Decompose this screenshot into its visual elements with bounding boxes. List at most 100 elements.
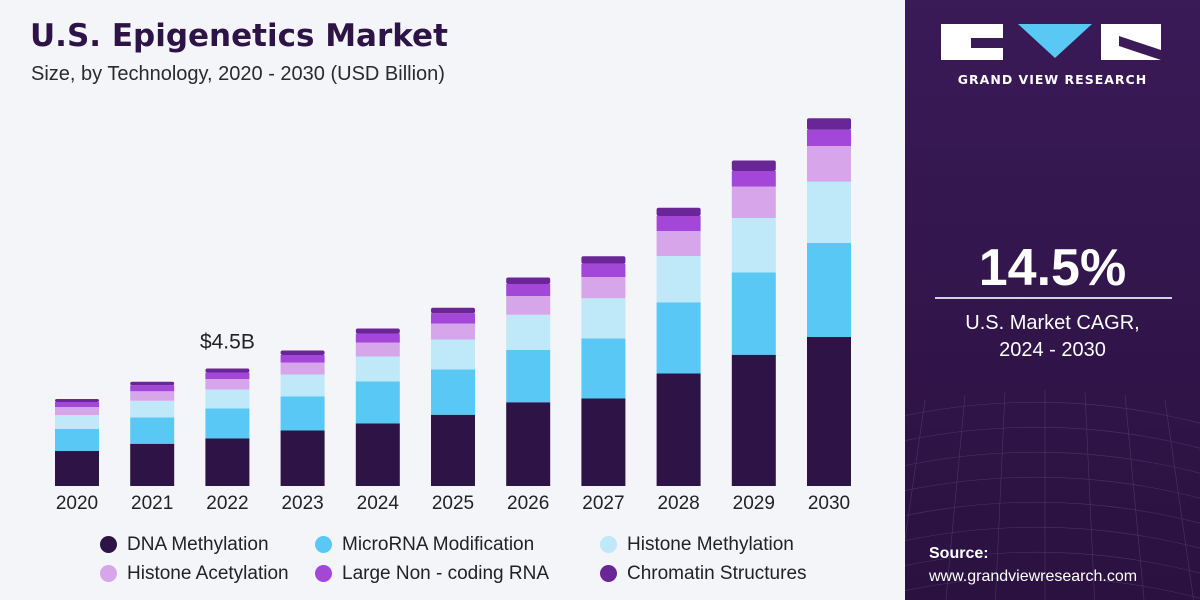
bar-dna-methylation-2027	[581, 398, 626, 486]
legend-swatch-icon	[100, 565, 117, 582]
x-tick-label-2021: 2021	[131, 493, 173, 514]
bar-large-non-coding-rna-2022	[205, 372, 250, 379]
bar-dna-methylation-2024	[355, 423, 400, 486]
bar-histone-acetylation-2025	[431, 323, 475, 340]
source-link[interactable]: www.grandviewresearch.com	[929, 568, 1138, 585]
bar-large-non-coding-rna-2025	[431, 313, 475, 324]
bar-microrna-modification-2024	[355, 381, 400, 424]
brand-name: GRAND VIEW RESEARCH	[957, 72, 1148, 87]
bar-microrna-modification-2025	[431, 369, 475, 415]
bar-large-non-coding-rna-2028	[656, 216, 701, 231]
bar-histone-acetylation-2026	[506, 296, 551, 315]
bar-dna-methylation-2021	[130, 443, 175, 486]
legend-label: Large Non - coding RNA	[342, 562, 549, 584]
x-tick-label-2022: 2022	[206, 493, 248, 514]
stacked-bar-chart: 2020 2021 2022 2023 2024 2025 2026 2027 2028 2029…	[55, 118, 851, 514]
bar-large-non-coding-rna-2021	[130, 385, 175, 392]
bar-histone-methylation-2024	[355, 356, 400, 382]
source-title: Source:	[929, 545, 989, 562]
bar-histone-acetylation-2024	[355, 342, 400, 357]
bar-histone-acetylation-2022	[205, 379, 250, 390]
bar-large-non-coding-rna-2026	[506, 284, 551, 296]
x-tick-label-2020: 2020	[56, 493, 98, 514]
bar-chromatin-structures-2021	[130, 381, 175, 386]
x-tick-label-2025: 2025	[432, 493, 474, 514]
legend-label: MicroRNA Modification	[342, 533, 535, 555]
cagr-label-line-1: U.S. Market CAGR,	[965, 312, 1140, 334]
bar-chromatin-structures-2028	[656, 207, 701, 216]
legend-swatch-icon	[315, 565, 332, 582]
bar-microrna-modification-2029	[731, 272, 776, 355]
legend-item-histone-acetylation: Histone Acetylation	[100, 562, 315, 585]
bar-histone-methylation-2028	[656, 256, 701, 303]
legend-item-microrna-modification: MicroRNA Modification	[315, 533, 600, 556]
cagr-label: U.S. Market CAGR, 2024 - 2030	[905, 310, 1200, 364]
bar-microrna-modification-2021	[130, 417, 175, 444]
sidebar-panel: GRAND VIEW RESEARCH 14.5% U.S. Market CA…	[905, 0, 1200, 600]
legend-item-histone-methylation: Histone Methylation	[600, 533, 860, 556]
legend-item-large-non-coding-rna: Large Non - coding RNA	[315, 562, 600, 585]
bar-chromatin-structures-2027	[581, 256, 626, 264]
bar-histone-methylation-2022	[205, 389, 250, 409]
bar-chromatin-structures-2020	[55, 399, 99, 402]
bar-histone-methylation-2030	[807, 181, 851, 243]
legend-item-dna-methylation: DNA Methylation	[100, 533, 315, 556]
bar-dna-methylation-2023	[280, 430, 325, 486]
bar-chromatin-structures-2024	[355, 328, 400, 334]
bar-large-non-coding-rna-2029	[731, 171, 776, 187]
bar-dna-methylation-2025	[431, 414, 475, 486]
bar-dna-methylation-2022	[205, 438, 250, 486]
bar-microrna-modification-2027	[581, 338, 626, 399]
bar-microrna-modification-2028	[656, 302, 701, 374]
bar-microrna-modification-2030	[807, 243, 851, 337]
x-tick-label-2023: 2023	[281, 493, 323, 514]
bar-histone-methylation-2026	[506, 314, 551, 350]
grand-view-research-logo	[941, 24, 1161, 60]
legend-swatch-icon	[600, 536, 617, 553]
bar-large-non-coding-rna-2023	[280, 355, 325, 363]
bar-microrna-modification-2023	[280, 396, 325, 431]
x-tick-label-2029: 2029	[733, 493, 775, 514]
chart-legend: DNA Methylation MicroRNA Modification Hist…	[100, 533, 860, 585]
bar-histone-methylation-2025	[431, 339, 475, 370]
bar-histone-acetylation-2028	[656, 231, 701, 256]
bar-large-non-coding-rna-2020	[55, 402, 99, 407]
chart-panel: U.S. Epigenetics Market Size, by Technol…	[30, 18, 860, 585]
bar-chromatin-structures-2030	[807, 118, 851, 130]
decorative-grid	[905, 390, 1200, 600]
legend-label: DNA Methylation	[127, 533, 269, 555]
bar-histone-acetylation-2020	[55, 407, 99, 415]
legend-label: Chromatin Structures	[627, 562, 807, 584]
bar-histone-acetylation-2021	[130, 391, 175, 401]
bar-chromatin-structures-2026	[506, 277, 551, 284]
bar-large-non-coding-rna-2027	[581, 263, 626, 277]
bar-chromatin-structures-2023	[280, 350, 325, 355]
x-tick-label-2024: 2024	[357, 493, 400, 514]
bar-histone-methylation-2020	[55, 415, 99, 429]
x-tick-label-2027: 2027	[582, 493, 624, 514]
bar-histone-acetylation-2027	[581, 277, 626, 299]
chart-title: U.S. Epigenetics Market	[30, 18, 448, 54]
x-tick-label-2026: 2026	[507, 493, 549, 514]
bar-histone-methylation-2027	[581, 298, 626, 339]
bar-histone-acetylation-2029	[731, 186, 776, 218]
bar-large-non-coding-rna-2030	[807, 129, 851, 146]
bar-dna-methylation-2030	[807, 337, 851, 486]
bar-microrna-modification-2022	[205, 408, 250, 439]
bar-histone-methylation-2023	[280, 374, 325, 397]
legend-swatch-icon	[315, 536, 332, 553]
bar-microrna-modification-2020	[55, 429, 99, 451]
bar-histone-acetylation-2030	[807, 146, 851, 182]
bar-dna-methylation-2020	[55, 451, 99, 486]
bar-chromatin-structures-2022	[205, 368, 250, 373]
bar-histone-methylation-2029	[731, 218, 776, 273]
legend-label: Histone Methylation	[627, 533, 794, 555]
bar-dna-methylation-2026	[506, 402, 551, 486]
cagr-value: 14.5%	[978, 239, 1127, 297]
annotation-label-2022: $4.5B	[200, 331, 255, 354]
legend-item-chromatin-structures: Chromatin Structures	[600, 562, 860, 585]
x-tick-label-2030: 2030	[808, 493, 850, 514]
bar-microrna-modification-2026	[506, 350, 551, 403]
chart-subtitle: Size, by Technology, 2020 - 2030 (USD Bi…	[31, 63, 445, 85]
bar-histone-acetylation-2023	[280, 362, 325, 375]
